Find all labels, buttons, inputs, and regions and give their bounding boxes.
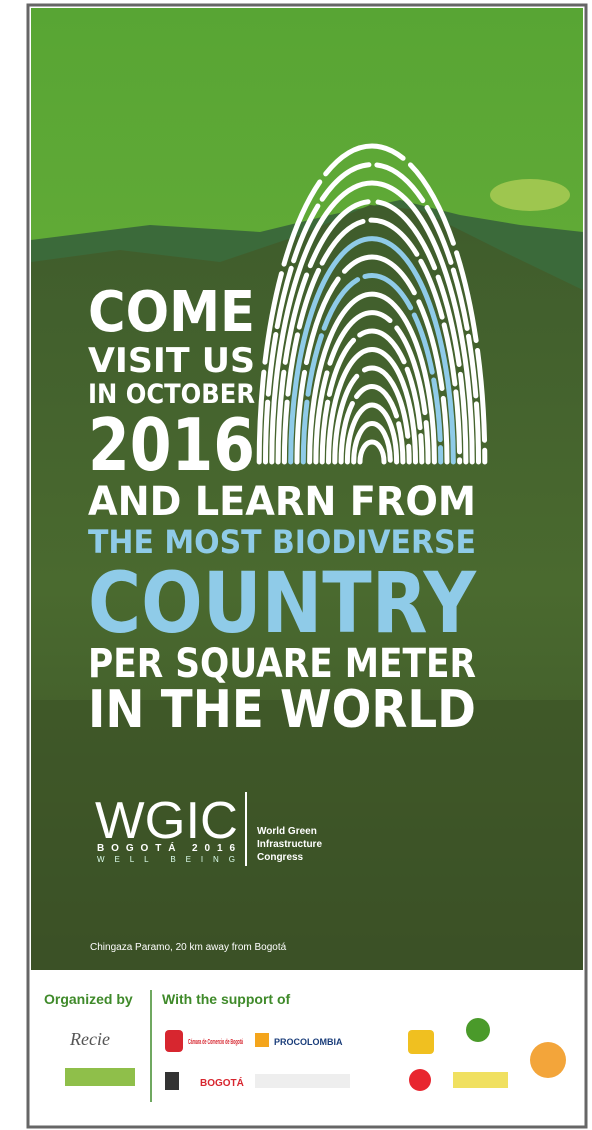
headline-line: 2016 <box>88 403 255 487</box>
logo-recie: Recie <box>69 1029 110 1049</box>
fingerprint-ridge <box>300 273 444 465</box>
fingerprint-ridge <box>256 143 488 465</box>
logo-procolombia-mark <box>255 1033 269 1047</box>
fingerprint-ridge <box>307 291 437 465</box>
fingerprint-ridge <box>263 162 481 465</box>
organized-label: Organized by <box>44 991 133 1007</box>
headline-line: IN THE WORLD <box>88 680 476 740</box>
fingerprint-ridge <box>281 217 463 465</box>
logo-bogota: BOGOTÁ <box>200 1076 244 1089</box>
cloud <box>490 179 570 211</box>
headline-line: COME <box>88 280 255 345</box>
fingerprint-ridge <box>332 365 412 465</box>
fingerprint-ridge <box>351 421 393 465</box>
logo-colorful <box>408 1030 434 1054</box>
headline-line: THE MOST BIODIVERSE <box>88 523 476 561</box>
fingerprint-ridge <box>344 402 400 465</box>
logo-ccb-mark <box>165 1030 183 1052</box>
headline-line: IN OCTOBER <box>88 379 255 410</box>
fingerprint-ridge <box>288 236 456 465</box>
logo-tree <box>466 1018 490 1042</box>
logo-yellow <box>453 1072 508 1088</box>
brand-name: WGIC <box>95 792 238 850</box>
caption: Chingaza Paramo, 20 km away from Bogotá <box>90 942 287 953</box>
headline-line: AND LEARN FROM <box>88 479 476 525</box>
headline-line: VISIT US <box>88 341 255 381</box>
fingerprint-ridge <box>269 180 475 465</box>
support-label: With the support of <box>162 991 291 1007</box>
logo-procolombia: PROCOLOMBIA <box>274 1037 343 1047</box>
logo-crest <box>165 1072 179 1090</box>
headline-line: PER SQUARE METER <box>88 641 476 687</box>
brand-full-name: World Green <box>257 826 317 837</box>
logo-red <box>409 1069 431 1091</box>
grass <box>31 700 583 970</box>
fingerprint-ridge <box>326 347 418 465</box>
headline-line: COUNTRY <box>88 554 477 652</box>
brand-full-name: Infrastructure <box>257 839 322 850</box>
logo-sun <box>530 1042 566 1078</box>
logo-green <box>65 1068 135 1086</box>
fingerprint-ridge <box>294 254 450 465</box>
brand-full-name: Congress <box>257 852 304 863</box>
fingerprint <box>256 143 488 465</box>
fingerprint-ridge <box>275 199 469 465</box>
fingerprint-ridge <box>313 310 431 465</box>
fingerprint-ridge <box>319 328 425 465</box>
logo-ccb: Cámara de Comercio de Bogotá <box>188 1039 243 1046</box>
logo-alcaldia <box>255 1074 350 1088</box>
fingerprint-ridge <box>338 384 406 465</box>
fingerprint-ridge <box>357 439 387 465</box>
